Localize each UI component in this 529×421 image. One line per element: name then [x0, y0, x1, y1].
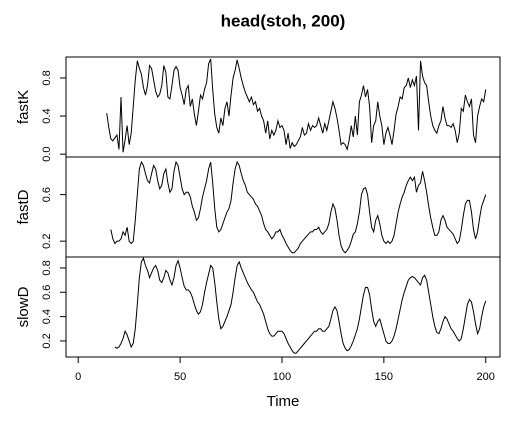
y-tick-label: 0.2 [41, 333, 53, 348]
y-tick-label: 0.6 [41, 187, 53, 202]
x-axis-label: Time [267, 393, 300, 410]
chart-title: head(stoh, 200) [221, 11, 346, 30]
x-tick-label: 50 [174, 371, 186, 383]
series-line [114, 256, 487, 354]
y-tick-label: 0.4 [41, 108, 53, 123]
y-axis-label: fastK [15, 90, 32, 124]
series-line [106, 58, 487, 153]
y-axis-label: slowD [15, 286, 32, 327]
y-axis-label: fastD [15, 189, 32, 224]
x-tick-label: 100 [273, 371, 291, 383]
y-tick-label: 0.4 [41, 309, 53, 324]
x-tick-label: 150 [375, 371, 393, 383]
panel-frame [65, 256, 501, 358]
x-tick-label: 0 [75, 371, 81, 383]
series-line [110, 160, 487, 254]
panel-frame [65, 156, 501, 258]
y-tick-label: 0.2 [41, 234, 53, 249]
y-tick-label: 0.8 [41, 70, 53, 85]
x-tick-label: 200 [477, 371, 495, 383]
y-tick-label: 0.0 [41, 146, 53, 161]
panel-frame [65, 56, 501, 158]
y-tick-label: 0.8 [41, 260, 53, 275]
y-tick-label: 0.6 [41, 285, 53, 300]
